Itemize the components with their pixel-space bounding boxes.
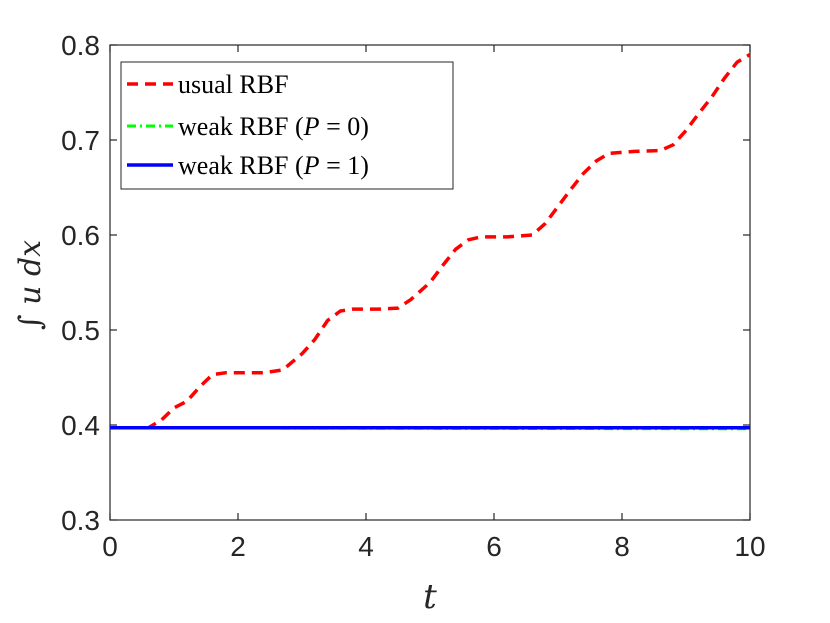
y-axis: 0.3 0.4 0.5 0.6 0.7 0.8	[61, 30, 750, 536]
series-usual-rbf	[110, 52, 751, 430]
x-tick-label: 6	[486, 531, 502, 562]
y-tick-label: 0.7	[61, 125, 100, 156]
x-axis: 0 2 4 6 8 10	[102, 45, 766, 562]
x-tick-label: 2	[230, 531, 246, 562]
y-tick-label: 0.3	[61, 505, 100, 536]
y-axis-label: ∫ u dx	[13, 240, 48, 330]
x-axis-label: t	[423, 577, 437, 617]
legend-label-usual-rbf: usual RBF	[178, 70, 289, 99]
legend-label-weak-rbf-p1: weak RBF (P = 1)	[178, 151, 369, 180]
x-tick-label: 10	[734, 531, 765, 562]
x-tick-label: 8	[614, 531, 630, 562]
y-tick-label: 0.5	[61, 315, 100, 346]
series-layer	[109, 52, 751, 431]
y-tick-label: 0.6	[61, 220, 100, 251]
x-tick-label: 0	[102, 531, 118, 562]
legend: usual RBF weak RBF (P = 0) weak RBF (P =…	[120, 61, 454, 190]
y-tick-label: 0.8	[61, 30, 100, 61]
x-tick-label: 4	[358, 531, 374, 562]
legend-label-weak-rbf-p0: weak RBF (P = 0)	[178, 112, 369, 141]
y-tick-label: 0.4	[61, 410, 100, 441]
legend-box	[120, 61, 454, 190]
